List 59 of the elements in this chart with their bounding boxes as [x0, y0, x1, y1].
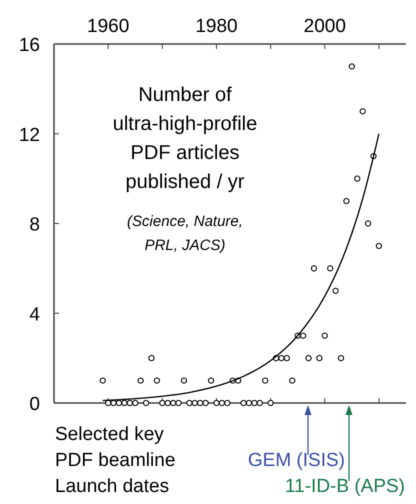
point — [284, 355, 290, 362]
text: 11-ID-B (APS) — [284, 476, 405, 497]
point — [154, 377, 160, 384]
point — [310, 265, 318, 272]
point — [289, 377, 296, 384]
point — [208, 377, 214, 384]
point — [376, 242, 382, 250]
point — [305, 355, 312, 362]
y-tick-label: 12 — [18, 124, 40, 146]
point — [251, 400, 258, 406]
point — [202, 400, 209, 406]
point — [126, 400, 133, 406]
point — [360, 108, 366, 114]
point — [138, 377, 144, 384]
point — [343, 198, 350, 204]
point — [192, 400, 198, 406]
point — [278, 355, 285, 362]
text: Selected key PDF beamline Launch dates — [55, 424, 176, 497]
point — [246, 400, 252, 406]
point — [300, 332, 306, 339]
point — [213, 400, 220, 406]
point — [121, 400, 128, 406]
x-tick-label: 1980 — [195, 16, 238, 37]
text: Number of ultra-high-profile PDF articles published / yr — [112, 84, 258, 193]
x-tick-label: 1960 — [87, 16, 130, 37]
point — [164, 400, 171, 406]
point — [354, 176, 360, 182]
text: GEM (ISIS) — [248, 450, 345, 471]
point — [348, 63, 355, 70]
point — [142, 400, 150, 406]
point — [240, 400, 247, 406]
text: (Science, Nature, PRL, JACS) — [127, 213, 243, 254]
point — [218, 400, 225, 406]
point — [159, 400, 166, 406]
point — [327, 265, 334, 272]
x-tick-label: 2000 — [304, 16, 346, 37]
point — [256, 400, 263, 406]
point — [268, 400, 274, 406]
point — [175, 400, 182, 406]
y-tick-label: 16 — [18, 35, 40, 56]
point — [316, 355, 322, 362]
point — [170, 400, 176, 406]
point — [132, 400, 138, 406]
point — [148, 355, 155, 362]
point — [186, 400, 192, 406]
point — [224, 400, 230, 406]
point — [322, 332, 328, 339]
point — [332, 288, 339, 294]
point — [100, 377, 106, 384]
point — [116, 400, 122, 406]
y-tick-label: 0 — [29, 394, 40, 415]
point — [262, 377, 268, 384]
point — [110, 400, 117, 406]
point — [197, 400, 204, 406]
point — [364, 220, 372, 227]
y-tick-label: 8 — [29, 214, 40, 236]
y-tick-label: 4 — [29, 304, 40, 326]
point — [338, 355, 344, 362]
point — [180, 377, 188, 384]
